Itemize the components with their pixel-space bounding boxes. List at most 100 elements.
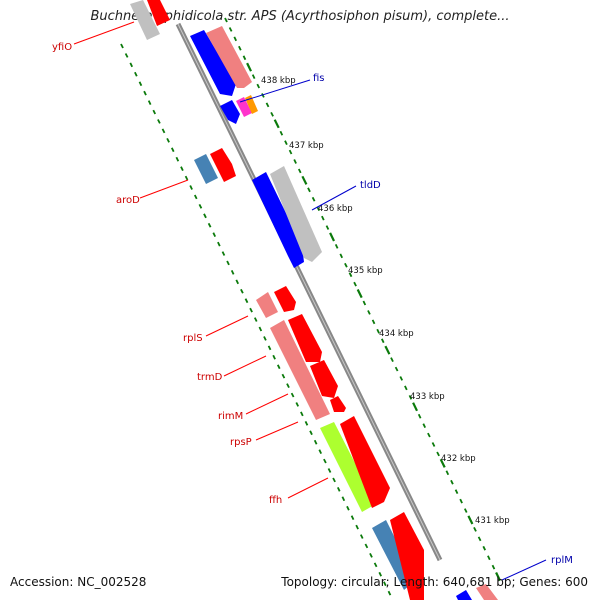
feature-grey-tldd[interactable] <box>270 166 322 262</box>
tick-label-438: 438 kbp <box>261 76 296 86</box>
feature-blue-tldd[interactable] <box>252 172 304 268</box>
scale-tick <box>473 526 477 532</box>
scale-tick <box>235 279 240 285</box>
scale-tick <box>279 130 284 136</box>
scale-tick <box>166 137 170 143</box>
tick-label-437: 437 kbp <box>289 141 324 151</box>
scale-tick <box>383 581 387 587</box>
feature-lightred-trmd[interactable] <box>270 320 330 420</box>
scale-tick <box>367 310 371 315</box>
scale-tick <box>221 251 226 256</box>
tick-label-433: 433 kbp <box>410 392 445 402</box>
accession-text: Accession: NC_002528 <box>10 575 147 589</box>
gene-label-rplS[interactable]: rplS <box>183 333 203 344</box>
scale-tick <box>281 373 286 379</box>
scale-tick <box>491 564 496 570</box>
scale-tick <box>390 357 394 363</box>
scale-tick <box>272 354 276 360</box>
feature-red-rpsp[interactable] <box>330 396 346 412</box>
scale-tick <box>240 288 244 294</box>
scale-tick <box>387 590 392 596</box>
feature-red-bottom[interactable] <box>390 512 424 600</box>
gene-label-tldD[interactable]: tldD <box>360 180 381 191</box>
scale-tick <box>334 244 339 249</box>
feature-steelblue-1[interactable] <box>194 154 218 184</box>
gene-label-rplM[interactable]: rplM <box>551 555 573 566</box>
scale-tick <box>467 515 474 525</box>
gene-label-aroD[interactable]: aroD <box>116 195 140 206</box>
feature-red-top[interactable] <box>147 0 170 26</box>
gene-label-rimM[interactable]: rimM <box>218 411 243 422</box>
feature-grey-top[interactable] <box>130 0 160 40</box>
feature-red-rimm[interactable] <box>310 360 338 398</box>
scale-tick <box>482 545 487 551</box>
scale-tick <box>284 140 288 145</box>
gene-label-trmD[interactable]: trmD <box>197 372 223 383</box>
feature-red-arod[interactable] <box>210 148 236 182</box>
feature-blue-1[interactable] <box>190 30 236 96</box>
feature-blue-2[interactable] <box>220 100 240 124</box>
scale-tick <box>495 572 501 582</box>
scale-tick <box>431 442 436 447</box>
feature-red-rpls[interactable] <box>274 286 296 312</box>
scale-tick <box>134 71 138 77</box>
scale-tick <box>311 196 316 202</box>
scale-tick <box>371 319 376 325</box>
map-title: Buchnera aphidicola str. APS (Acyrthosip… <box>90 9 510 24</box>
genome-summary-text: Topology: circular; Length: 640,681 bp; … <box>281 575 588 589</box>
feature-lime-ffh[interactable] <box>320 422 376 512</box>
scale-tick <box>384 345 391 355</box>
gene-label-fis[interactable]: fis <box>313 73 325 84</box>
scale-tick <box>487 555 491 561</box>
scale-tick <box>161 128 166 134</box>
scale-tick <box>376 328 380 334</box>
feature-lightred-rpls[interactable] <box>256 292 278 318</box>
scale-tick <box>323 458 327 464</box>
feature-red-trmd[interactable] <box>288 314 322 362</box>
scale-tick <box>224 17 228 23</box>
scale-tick <box>300 411 304 417</box>
scale-tick <box>290 392 295 398</box>
scale-tick <box>344 262 348 268</box>
scale-tick <box>304 421 309 426</box>
feature-lightred-1[interactable] <box>206 26 252 88</box>
scale-tick <box>184 175 189 181</box>
scale-tick <box>378 571 383 577</box>
leader-fis <box>239 79 311 103</box>
scale-tick <box>261 93 265 98</box>
scale-tick <box>228 27 233 32</box>
scale-tick <box>339 253 344 259</box>
tick-tracks <box>120 17 501 596</box>
scale-tick <box>246 62 252 72</box>
feature-blue-rplm[interactable] <box>456 590 472 600</box>
feature-red-ffh[interactable] <box>340 416 390 508</box>
scale-tick <box>427 432 431 438</box>
scale-tick <box>180 166 184 171</box>
gene-label-ffh[interactable]: ffh <box>269 495 282 506</box>
leader-trmD <box>223 355 267 377</box>
scale-tick <box>242 55 247 61</box>
scale-tick <box>295 402 300 407</box>
scale-tick <box>157 119 161 124</box>
scale-tick <box>348 272 353 278</box>
scale-tick <box>124 53 129 58</box>
scale-tick <box>450 479 454 485</box>
scale-tick <box>327 468 332 473</box>
gene-label-rpsP[interactable]: rpsP <box>230 437 252 448</box>
scale-tick <box>332 477 336 483</box>
leader-rplM <box>501 559 547 581</box>
scale-tick <box>258 326 263 332</box>
leader-tldD <box>311 185 357 211</box>
scale-tick <box>364 543 369 549</box>
scale-tick <box>288 149 293 155</box>
scale-tick <box>251 74 256 79</box>
tick-label-435: 435 kbp <box>348 266 383 276</box>
scale-tick <box>417 413 422 419</box>
scale-tick <box>256 83 261 89</box>
feature-lightred-rplm[interactable] <box>476 584 498 600</box>
scale-tick <box>175 156 180 162</box>
gene-label-yfiO[interactable]: yfiO <box>52 42 72 53</box>
gene-leaders <box>73 21 547 581</box>
scale-tick <box>138 81 143 87</box>
